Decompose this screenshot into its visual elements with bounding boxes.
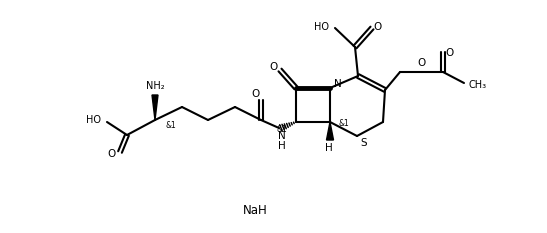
Text: &1: &1 [339, 120, 350, 129]
Text: H: H [278, 141, 286, 151]
Text: CH₃: CH₃ [469, 80, 487, 90]
Text: O: O [251, 89, 259, 99]
Text: S: S [360, 138, 368, 148]
Text: O: O [374, 22, 382, 32]
Text: H: H [325, 143, 333, 153]
Text: &1: &1 [166, 120, 176, 130]
Text: N: N [278, 131, 286, 141]
Text: O: O [417, 58, 425, 68]
Text: NaH: NaH [243, 203, 267, 216]
Text: O: O [270, 62, 278, 72]
Text: N: N [334, 79, 342, 89]
Text: NH₂: NH₂ [146, 81, 164, 91]
Text: &1: &1 [277, 126, 287, 134]
Text: HO: HO [314, 22, 329, 32]
Polygon shape [327, 122, 334, 140]
Text: HO: HO [86, 115, 101, 125]
Text: O: O [108, 149, 116, 159]
Polygon shape [152, 95, 158, 120]
Text: O: O [445, 48, 453, 58]
